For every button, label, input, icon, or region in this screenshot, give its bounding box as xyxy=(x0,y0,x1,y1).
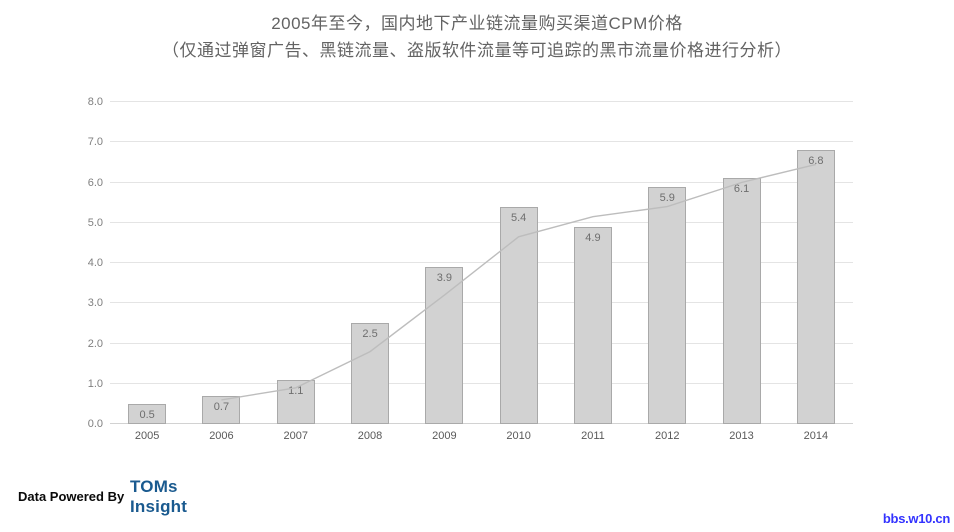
gridline xyxy=(110,302,853,304)
logo-line-1: TOMs xyxy=(130,477,178,496)
bar-value-label: 0.5 xyxy=(139,408,155,421)
gridline xyxy=(110,141,853,143)
x-tick-label-2012: 2012 xyxy=(655,430,680,442)
gridline xyxy=(110,262,853,263)
y-tick-label: 8.0 xyxy=(87,96,103,108)
bar-value-label: 5.4 xyxy=(510,211,527,224)
bar-2006: 0.7 xyxy=(202,395,241,424)
chart-title-block: 2005年至今，国内地下产业链流量购买渠道CPM价格 （仅通过弹窗广告、黑链流量… xyxy=(0,10,954,64)
y-tick-label: 5.0 xyxy=(87,216,103,229)
gridline xyxy=(110,101,853,102)
bar-2005: 0.5 xyxy=(128,403,167,424)
y-tick-label: 7.0 xyxy=(87,136,103,149)
x-tick-label-2005: 2005 xyxy=(134,430,160,442)
y-tick-label: 0.0 xyxy=(87,418,103,430)
bar-value-label: 0.7 xyxy=(213,400,230,413)
gridline xyxy=(110,423,853,424)
gridline xyxy=(110,342,853,344)
x-tick-label-2011: 2011 xyxy=(581,430,605,442)
x-tick-label-2009: 2009 xyxy=(432,430,457,442)
bar-2011: 4.9 xyxy=(573,226,612,424)
x-tick-label-2014: 2014 xyxy=(803,430,829,442)
y-tick-label: 4.0 xyxy=(87,257,103,269)
x-tick-label-2013: 2013 xyxy=(729,430,754,442)
bar-value-label: 4.9 xyxy=(585,231,601,244)
credit-text: Data Powered By xyxy=(18,489,125,504)
toms-insight-logo: TOMs Insight xyxy=(130,477,187,517)
y-axis-labels: 0.0 1.0 2.0 3.0 4.0 5.0 6.0 7.0 8.0 xyxy=(58,96,103,430)
y-tick-label: 3.0 xyxy=(87,297,103,310)
x-tick-label-2010: 2010 xyxy=(506,430,531,442)
bar-2014: 6.8 xyxy=(796,150,835,424)
cpm-price-chart: 0.0 1.0 2.0 3.0 4.0 5.0 6.0 7.0 8.0 0.5 0.7 1.1 2.5… xyxy=(58,96,853,446)
trend-line xyxy=(221,163,817,401)
x-axis-labels: 2005 2006 2007 2008 2009 2010 2011 2012 2013 2014 xyxy=(110,430,853,446)
bar-value-label: 5.9 xyxy=(659,191,675,204)
x-tick-label-2008: 2008 xyxy=(357,430,383,442)
bar-value-label: 6.8 xyxy=(808,155,824,168)
bar-value-label: 2.5 xyxy=(362,328,378,341)
plot-area: 0.5 0.7 1.1 2.5 3.9 5.4 4.9 5.9 6.1 6.8 xyxy=(110,101,853,424)
bar-2012: 5.9 xyxy=(648,186,687,424)
gridline xyxy=(110,382,853,384)
chart-title: 2005年至今，国内地下产业链流量购买渠道CPM价格 xyxy=(271,14,683,33)
y-tick-label: 1.0 xyxy=(87,377,103,390)
chart-subtitle: （仅通过弹窗广告、黑链流量、盗版软件流量等可追踪的黑市流量价格进行分析） xyxy=(162,41,792,60)
bar-value-label: 3.9 xyxy=(436,272,452,285)
x-tick-label-2007: 2007 xyxy=(283,430,308,442)
bar-2009: 3.9 xyxy=(425,267,464,424)
y-tick-label: 2.0 xyxy=(87,337,103,350)
bar-2010: 5.4 xyxy=(499,206,538,424)
gridline xyxy=(110,221,853,223)
bar-2013: 6.1 xyxy=(722,178,761,424)
x-tick-label-2006: 2006 xyxy=(209,430,234,442)
logo-line-2: Insight xyxy=(130,497,188,516)
bar-value-label: 6.1 xyxy=(733,183,750,196)
y-tick-label: 6.0 xyxy=(87,176,103,189)
bar-2008: 2.5 xyxy=(351,323,390,424)
gridline xyxy=(110,181,853,183)
watermark-text: bbs.w10.cn xyxy=(882,511,950,526)
